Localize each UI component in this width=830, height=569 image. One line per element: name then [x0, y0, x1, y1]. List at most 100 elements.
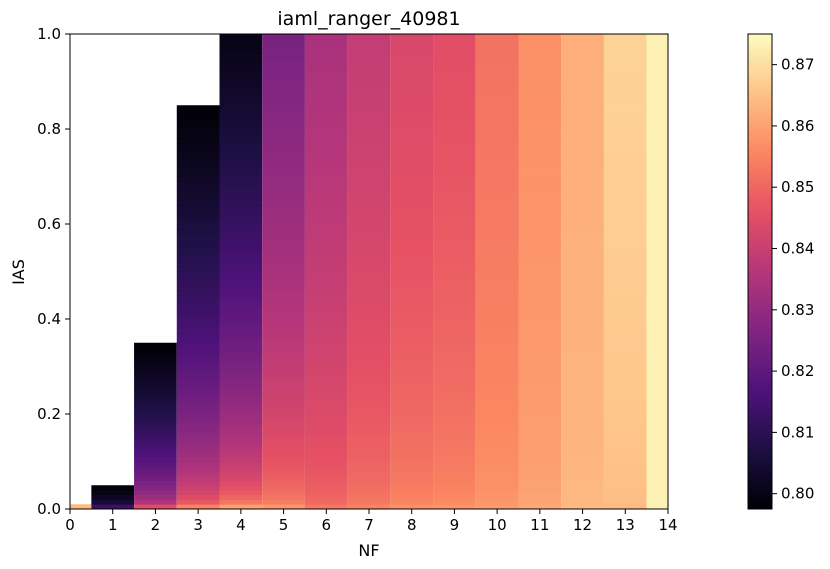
heatmap-cell [475, 95, 519, 101]
colorbar-tick-label: 0.81 [781, 423, 814, 441]
heatmap-cell [262, 414, 305, 420]
heatmap-cell [219, 466, 263, 472]
heatmap-cell [304, 114, 348, 120]
heatmap-cell [518, 171, 562, 177]
heatmap-cell [390, 81, 434, 87]
heatmap-cell [219, 114, 263, 120]
heatmap-cell [390, 333, 434, 339]
x-tick-label: 8 [407, 516, 417, 534]
heatmap-cell [390, 252, 434, 258]
heatmap-cell [518, 475, 562, 481]
heatmap-cell [603, 276, 647, 282]
heatmap-cell [646, 224, 668, 230]
heatmap-cell [390, 428, 434, 434]
heatmap-cell [646, 219, 668, 225]
heatmap-cell [390, 76, 434, 82]
heatmap-cell [603, 385, 647, 391]
heatmap-cell [433, 76, 476, 82]
heatmap-cell [219, 428, 263, 434]
heatmap-cell [262, 167, 305, 173]
heatmap-cell [561, 105, 604, 111]
heatmap-cell [561, 176, 604, 182]
heatmap-cell [603, 62, 647, 68]
heatmap-cell [561, 300, 604, 306]
heatmap-cell [304, 414, 348, 420]
heatmap-cell [176, 347, 220, 353]
heatmap-cell [518, 385, 562, 391]
heatmap-cell [603, 95, 647, 101]
heatmap-cell [603, 352, 647, 358]
heatmap-cell [390, 162, 434, 168]
heatmap-cell [390, 290, 434, 296]
heatmap-cell [561, 461, 604, 467]
heatmap-cell [219, 167, 263, 173]
heatmap-cell [646, 461, 668, 467]
heatmap-cell [390, 86, 434, 92]
heatmap-cell [561, 357, 604, 363]
heatmap-cell [262, 114, 305, 120]
heatmap-cell [304, 371, 348, 377]
heatmap-cell [518, 224, 562, 230]
heatmap-cell [262, 224, 305, 230]
heatmap-cell [518, 143, 562, 149]
heatmap-cell [518, 471, 562, 477]
heatmap-cell [646, 86, 668, 92]
heatmap-cell [176, 105, 220, 111]
heatmap-cell [518, 333, 562, 339]
heatmap-cell [304, 385, 348, 391]
heatmap-cell [347, 309, 391, 315]
heatmap-cell [646, 466, 668, 472]
heatmap-cell [390, 437, 434, 443]
x-tick-label: 1 [108, 516, 118, 534]
heatmap-cell [219, 300, 263, 306]
heatmap-cell [518, 247, 562, 253]
heatmap-cell [433, 38, 476, 44]
heatmap-cell [347, 205, 391, 211]
heatmap-cell [304, 333, 348, 339]
heatmap-cell [134, 404, 177, 410]
heatmap-cell [561, 385, 604, 391]
heatmap-cell [262, 243, 305, 249]
heatmap-cell [304, 504, 348, 510]
heatmap-cell [433, 95, 476, 101]
heatmap-cell [304, 304, 348, 310]
heatmap-cell [262, 91, 305, 97]
heatmap-cell [475, 314, 519, 320]
heatmap-cell [518, 148, 562, 154]
heatmap-cell [219, 347, 263, 353]
heatmap-cell [390, 314, 434, 320]
heatmap-cell [475, 152, 519, 158]
heatmap-cell [304, 176, 348, 182]
heatmap-cell [347, 266, 391, 272]
heatmap-cell [176, 456, 220, 462]
heatmap-cell [219, 110, 263, 116]
heatmap-cell [347, 456, 391, 462]
heatmap-cell [646, 209, 668, 215]
heatmap-cell [219, 304, 263, 310]
heatmap-cell [176, 129, 220, 135]
heatmap-cell [219, 205, 263, 211]
y-tick-label: 0.0 [37, 500, 61, 518]
heatmap-cell [433, 357, 476, 363]
heatmap-cell [390, 395, 434, 401]
heatmap-cell [475, 399, 519, 405]
heatmap-cell [561, 95, 604, 101]
heatmap-cell [176, 271, 220, 277]
heatmap-cell [475, 81, 519, 87]
heatmap-cell [475, 433, 519, 439]
heatmap-cell [390, 209, 434, 215]
heatmap-cell [646, 395, 668, 401]
heatmap-cell [134, 409, 177, 415]
heatmap-cell [475, 380, 519, 386]
heatmap-cell [646, 171, 668, 177]
heatmap-cell [176, 143, 220, 149]
heatmap-cell [518, 376, 562, 382]
heatmap-cell [219, 257, 263, 263]
heatmap-cell [475, 366, 519, 372]
heatmap-cell [262, 347, 305, 353]
heatmap-cell [646, 371, 668, 377]
heatmap-cell [304, 309, 348, 315]
heatmap-cell [603, 480, 647, 486]
heatmap-cell [475, 176, 519, 182]
heatmap-cell [603, 157, 647, 163]
